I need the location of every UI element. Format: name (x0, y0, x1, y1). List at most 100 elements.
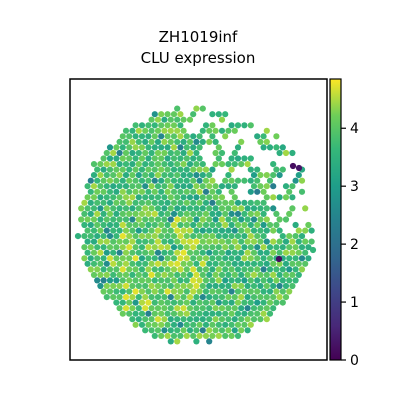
spot (202, 310, 210, 317)
spot (215, 155, 222, 162)
spot (100, 266, 107, 273)
spot (260, 188, 267, 195)
spot (167, 227, 174, 234)
spot (84, 260, 91, 267)
spot (113, 277, 120, 284)
spot (94, 188, 101, 195)
spot (196, 321, 203, 328)
spot (190, 244, 197, 251)
spot (250, 260, 258, 267)
spot (151, 255, 158, 262)
spot (257, 294, 264, 301)
spot (135, 205, 142, 212)
spot (78, 205, 85, 212)
spot (177, 166, 184, 173)
spot (122, 227, 130, 234)
spot (186, 305, 194, 312)
spot (148, 205, 155, 212)
spot (250, 183, 258, 190)
spot (199, 327, 206, 334)
spot (234, 255, 242, 262)
spot (250, 216, 258, 223)
spot (154, 271, 162, 278)
spot (138, 199, 146, 206)
spot (174, 205, 181, 212)
spot (170, 277, 178, 284)
spot (270, 260, 277, 267)
spot (129, 172, 136, 179)
spot (234, 310, 242, 317)
spot (174, 282, 181, 290)
spot (122, 205, 130, 212)
spot (119, 221, 126, 229)
spot (132, 199, 139, 206)
spot (174, 172, 181, 179)
plot-frame (69, 78, 328, 361)
spot (260, 221, 267, 229)
spot (254, 277, 261, 284)
spot (231, 260, 238, 267)
spot (174, 249, 181, 256)
spot (222, 288, 229, 295)
spot (158, 122, 165, 129)
spot (126, 210, 133, 217)
spot (260, 266, 267, 273)
spot (158, 288, 165, 295)
spot (158, 155, 165, 162)
spot (103, 271, 110, 278)
spot (193, 338, 200, 345)
spot (106, 266, 114, 273)
spot (180, 138, 187, 145)
spot (151, 332, 158, 339)
spot (298, 177, 306, 184)
spot (90, 249, 98, 256)
spot (209, 277, 216, 284)
spot (183, 233, 190, 240)
spot (234, 144, 242, 151)
spot (244, 249, 251, 256)
spot (231, 216, 238, 223)
spot (87, 233, 94, 240)
spot (196, 233, 203, 240)
spot (231, 316, 238, 323)
spot (225, 172, 232, 179)
spot (276, 271, 283, 278)
spot (132, 299, 139, 306)
spot (212, 127, 219, 134)
spot (231, 294, 238, 301)
spot (180, 271, 187, 278)
spot (180, 216, 187, 223)
spot (142, 205, 149, 212)
spot (206, 172, 213, 179)
spot (199, 105, 206, 112)
spot (302, 260, 309, 267)
spot (174, 260, 181, 267)
spot (129, 205, 136, 212)
spot (122, 127, 130, 134)
spot (263, 305, 270, 312)
spot (164, 266, 171, 273)
spot (244, 260, 251, 267)
spot (135, 238, 142, 245)
spot (212, 316, 219, 323)
spot (295, 227, 302, 234)
spot (74, 233, 82, 240)
colorbar-tick-label: 0 (350, 353, 359, 369)
spot (100, 188, 107, 195)
spot (222, 111, 229, 118)
spot (142, 216, 149, 223)
spot (151, 221, 158, 229)
colorbar-tick-label: 4 (350, 121, 359, 137)
spot (231, 227, 238, 234)
spot (212, 249, 219, 256)
spot (257, 216, 264, 223)
spot (305, 255, 312, 262)
spot (164, 177, 171, 184)
spot (302, 227, 309, 234)
spot (138, 155, 146, 162)
spot (180, 172, 187, 179)
spot (199, 161, 206, 168)
spot (148, 161, 155, 168)
spot (161, 161, 168, 168)
